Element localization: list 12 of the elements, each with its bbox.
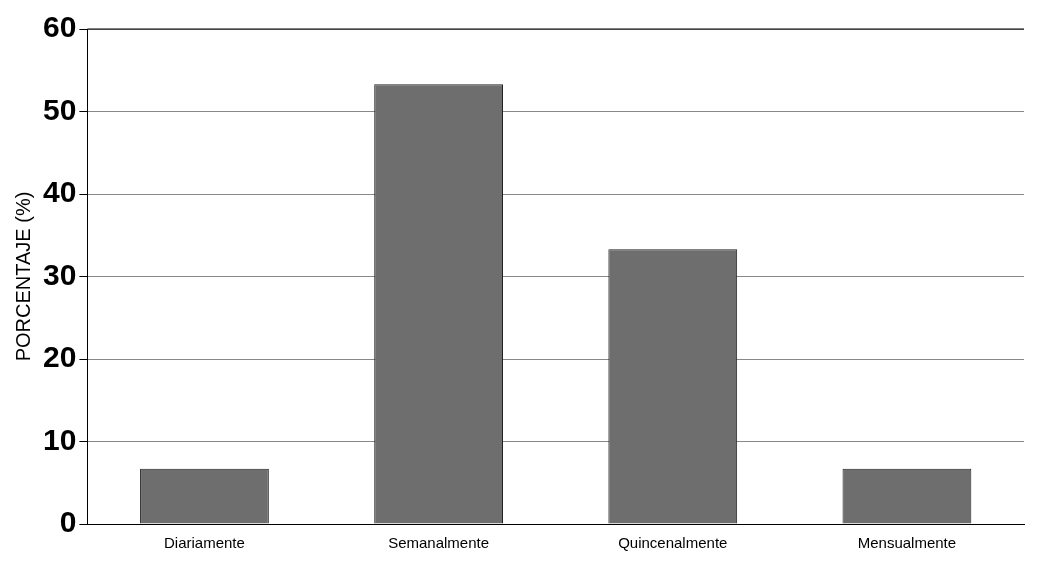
- y-tick-label: 50: [42, 92, 77, 126]
- x-tick-label: Mensualmente: [857, 534, 957, 552]
- y-tick-label: 10: [42, 422, 77, 456]
- y-tick-label: 40: [42, 175, 77, 209]
- x-tick-label: Semanalmente: [388, 534, 490, 552]
- y-tick-label: 20: [42, 340, 77, 374]
- y-axis-title: PORCENTAJE (%): [11, 191, 34, 362]
- y-tick-label: 30: [42, 257, 77, 291]
- y-tick-label: 0: [59, 505, 77, 539]
- y-tick-label: 60: [42, 10, 77, 44]
- x-tick-label: Diariamente: [164, 534, 245, 552]
- x-tick-label: Quincenalmente: [618, 534, 728, 552]
